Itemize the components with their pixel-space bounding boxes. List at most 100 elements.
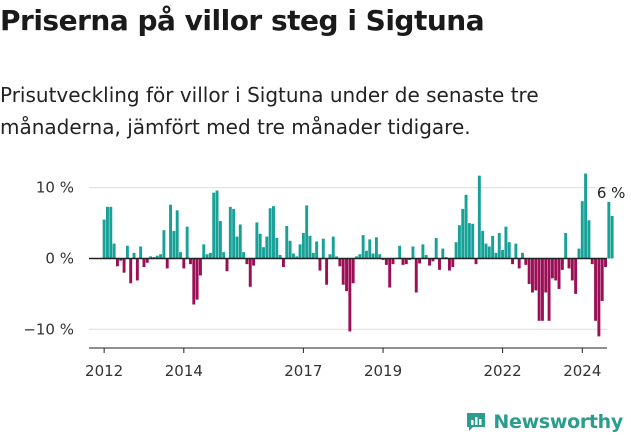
bar [431, 258, 435, 262]
bar [547, 258, 551, 321]
bar [295, 256, 299, 259]
bar [514, 243, 518, 259]
bar [212, 192, 216, 259]
bar [248, 258, 252, 287]
bar [540, 258, 544, 321]
bar [464, 194, 468, 259]
bar [281, 258, 285, 267]
bar [577, 248, 581, 259]
bar [215, 190, 219, 259]
bar [102, 219, 106, 259]
bar [414, 258, 418, 293]
bar [550, 258, 554, 279]
bar [461, 208, 465, 259]
bar [398, 245, 402, 259]
bar [434, 237, 438, 259]
bar [175, 210, 179, 259]
bar [298, 244, 302, 259]
bar [511, 258, 515, 265]
bar [255, 222, 259, 259]
bar [448, 258, 451, 271]
bar [517, 258, 521, 269]
bar [534, 258, 538, 291]
bar-series [102, 173, 614, 337]
bar [484, 243, 488, 259]
axis-labels: 10 % 0 % −10 % 2012 2014 2017 2019 2022 2024 6 % [23, 179, 625, 380]
bar [454, 242, 458, 259]
bar [325, 258, 329, 285]
bar [139, 246, 143, 259]
bar [275, 237, 279, 259]
bar [115, 258, 119, 267]
bar [232, 208, 236, 259]
bar [311, 252, 315, 259]
bar [291, 253, 295, 259]
bar [600, 258, 604, 301]
bar [192, 258, 196, 305]
bar [308, 235, 312, 259]
bar [129, 258, 133, 284]
bar [497, 233, 501, 259]
bar [521, 252, 524, 259]
bar [245, 258, 249, 265]
bar [335, 256, 339, 259]
bar [411, 246, 415, 259]
bar [474, 258, 478, 265]
bar [424, 254, 428, 259]
bar [258, 233, 262, 259]
bar [590, 258, 594, 265]
bar [544, 258, 548, 293]
bar [285, 225, 289, 259]
bar [235, 236, 239, 259]
bar [265, 236, 269, 259]
bar [202, 244, 206, 259]
bar [374, 237, 378, 259]
bar [388, 258, 392, 288]
bar [338, 258, 342, 267]
bar [198, 258, 202, 276]
y-tick-label: −10 % [23, 320, 74, 338]
x-tick-label: 2024 [563, 362, 601, 380]
chart-title: Priserna på villor steg i Sigtuna [0, 4, 485, 37]
bar [278, 254, 282, 259]
bar [331, 236, 335, 259]
bar [182, 258, 186, 269]
bar [491, 235, 495, 259]
bar [252, 258, 256, 266]
bar [504, 226, 508, 259]
brand-name: Newsworthy [493, 411, 623, 433]
bar [189, 258, 192, 265]
bar-chart: 10 % 0 % −10 % 2012 2014 2017 2019 2022 2024 6 % [23, 173, 625, 380]
bar [584, 173, 588, 259]
gridlines [89, 187, 607, 330]
brand-logo[interactable]: Newsworthy [465, 411, 623, 433]
bar [441, 248, 445, 259]
bar [507, 242, 511, 259]
newsworthy-logo-icon [467, 413, 486, 431]
bar [554, 258, 558, 281]
bar [318, 258, 322, 271]
bar [597, 258, 601, 337]
bar [109, 206, 113, 259]
bar [487, 246, 491, 259]
x-tick-label: 2012 [85, 362, 123, 380]
bar [371, 253, 375, 259]
bar [272, 206, 275, 259]
bar [477, 175, 481, 259]
bar [391, 258, 395, 265]
x-tick-label: 2019 [364, 362, 402, 380]
x-tick-label: 2017 [284, 362, 322, 380]
bar [205, 254, 209, 259]
bar [125, 245, 129, 259]
bar [358, 254, 362, 259]
bar [418, 258, 422, 264]
chart-subtitle: Prisutveckling för villor i Sigtuna unde… [0, 83, 539, 139]
bar [574, 258, 578, 294]
bar [268, 208, 272, 259]
bar [610, 216, 614, 259]
bar [481, 230, 485, 259]
bar [122, 258, 126, 273]
bar [159, 254, 163, 259]
bar [112, 243, 116, 259]
bar [381, 258, 385, 260]
